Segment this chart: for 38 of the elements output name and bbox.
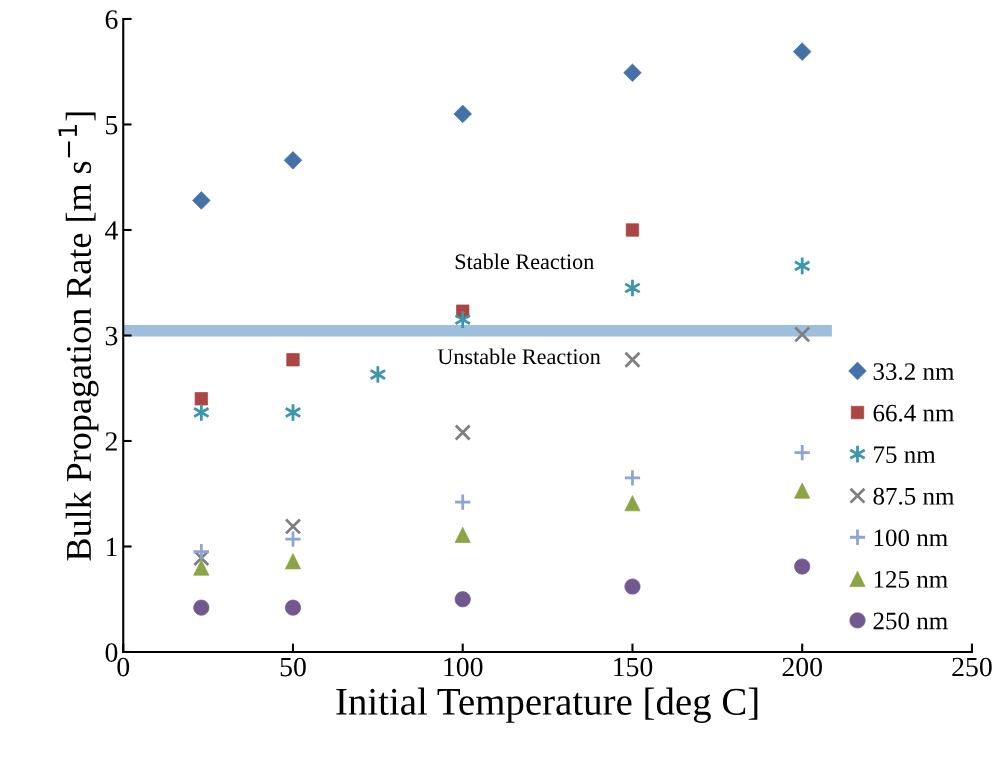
x-tick-label: 200 bbox=[782, 657, 822, 677]
y-tick-label: 1 bbox=[106, 537, 117, 557]
point bbox=[283, 151, 303, 170]
y-tick-label: 2 bbox=[105, 432, 117, 451]
y-tick-label: 6 bbox=[105, 10, 118, 29]
y-axis-title: Bulk Propagation Rate [m s$^{−1}$] bbox=[58, 112, 99, 561]
x-axis-title: Initial Temperature [deg C] bbox=[336, 687, 758, 723]
legend-label: 100 nm bbox=[874, 529, 948, 547]
legend-label: 66.4 nm bbox=[873, 404, 955, 422]
y-tick-label: 5 bbox=[106, 115, 118, 135]
legend-label: 75 nm bbox=[874, 446, 936, 464]
legend-label: 125 nm bbox=[874, 571, 948, 588]
point bbox=[624, 351, 641, 369]
annotation: Stable Reaction bbox=[455, 253, 594, 270]
point bbox=[454, 424, 472, 441]
point bbox=[624, 578, 641, 595]
x-tick-label: 50 bbox=[280, 657, 306, 677]
point bbox=[794, 558, 811, 575]
point bbox=[625, 223, 640, 237]
x-tick-label: 100 bbox=[444, 657, 483, 677]
point bbox=[623, 63, 642, 82]
point bbox=[192, 542, 211, 561]
x-tick-label: 250 bbox=[952, 657, 992, 677]
x-tick-label: 150 bbox=[614, 657, 653, 677]
legend-label: 33.2 nm bbox=[873, 363, 955, 381]
point bbox=[624, 495, 641, 512]
y-tick-label: 3 bbox=[105, 326, 118, 346]
y-tick-label: 0 bbox=[105, 643, 118, 662]
point bbox=[283, 530, 303, 549]
point bbox=[453, 493, 472, 512]
point bbox=[793, 443, 812, 462]
legend-label: 87.5 nm bbox=[873, 487, 955, 505]
point bbox=[793, 326, 811, 343]
y-tick-label: 4 bbox=[105, 221, 118, 240]
point bbox=[284, 518, 302, 535]
point bbox=[623, 468, 642, 487]
annotation: Unstable Reaction bbox=[437, 348, 601, 365]
legend-label: 250 nm bbox=[873, 612, 948, 630]
